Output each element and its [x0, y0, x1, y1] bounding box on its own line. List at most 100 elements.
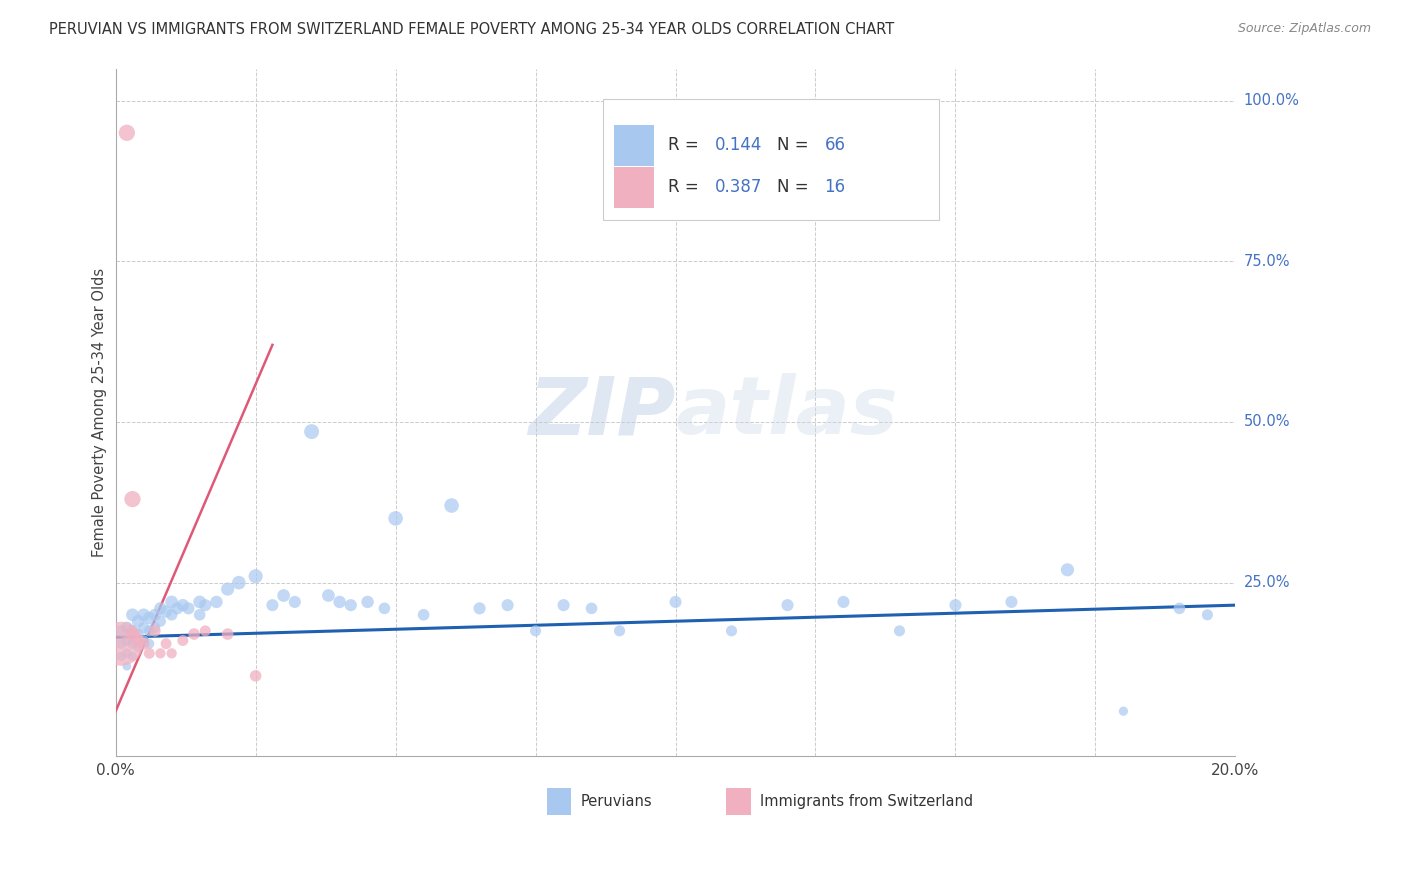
Text: 75.0%: 75.0%	[1244, 254, 1291, 268]
Point	[194, 598, 217, 612]
Point	[177, 601, 200, 615]
Point	[110, 637, 132, 651]
Point	[245, 669, 267, 683]
Text: N =: N =	[778, 136, 814, 154]
Point	[121, 637, 143, 651]
Point	[945, 598, 967, 612]
Point	[245, 569, 267, 583]
Point	[127, 627, 149, 641]
Point	[496, 598, 519, 612]
Point	[115, 633, 138, 648]
Point	[121, 627, 143, 641]
Point	[132, 633, 155, 648]
Point	[160, 607, 183, 622]
Text: 50.0%: 50.0%	[1244, 415, 1291, 429]
Point	[149, 646, 172, 660]
Point	[720, 624, 742, 638]
Point	[127, 633, 149, 648]
Text: Peruvians: Peruvians	[581, 794, 652, 809]
Point	[115, 621, 138, 635]
Point	[356, 595, 378, 609]
Point	[115, 126, 138, 140]
Point	[1168, 601, 1191, 615]
FancyBboxPatch shape	[614, 167, 654, 208]
Point	[284, 595, 307, 609]
Point	[172, 633, 194, 648]
Point	[121, 624, 143, 638]
Point	[1000, 595, 1022, 609]
Text: N =: N =	[778, 178, 814, 196]
Point	[384, 511, 406, 525]
Point	[132, 607, 155, 622]
Point	[776, 598, 799, 612]
Point	[273, 589, 295, 603]
Point	[188, 607, 211, 622]
Text: 0.144: 0.144	[714, 136, 762, 154]
Point	[138, 611, 160, 625]
Point	[121, 607, 143, 622]
Point	[183, 627, 205, 641]
Point	[127, 614, 149, 628]
Point	[262, 598, 284, 612]
Point	[110, 637, 132, 651]
Point	[228, 575, 250, 590]
Point	[138, 624, 160, 638]
Text: R =: R =	[668, 178, 703, 196]
Point	[110, 624, 132, 638]
Point	[553, 598, 575, 612]
Point	[149, 614, 172, 628]
Point	[301, 425, 323, 439]
Point	[115, 659, 138, 673]
Point	[1056, 563, 1078, 577]
Point	[138, 646, 160, 660]
Point	[832, 595, 855, 609]
Point	[143, 621, 166, 635]
Point	[138, 637, 160, 651]
Point	[318, 589, 340, 603]
Point	[115, 646, 138, 660]
Point	[166, 601, 188, 615]
Point	[205, 595, 228, 609]
FancyBboxPatch shape	[614, 125, 654, 166]
Point	[524, 624, 547, 638]
Text: R =: R =	[668, 136, 703, 154]
Point	[143, 624, 166, 638]
Point	[132, 637, 155, 651]
Point	[609, 624, 631, 638]
Point	[217, 582, 239, 596]
Point	[110, 649, 132, 664]
FancyBboxPatch shape	[725, 789, 751, 814]
Text: 100.0%: 100.0%	[1244, 93, 1299, 108]
Text: 25.0%: 25.0%	[1244, 575, 1291, 591]
Point	[155, 637, 177, 651]
Text: PERUVIAN VS IMMIGRANTS FROM SWITZERLAND FEMALE POVERTY AMONG 25-34 YEAR OLDS COR: PERUVIAN VS IMMIGRANTS FROM SWITZERLAND …	[49, 22, 894, 37]
Point	[340, 598, 363, 612]
Point	[127, 640, 149, 654]
Text: 16: 16	[824, 178, 845, 196]
Text: ZIP: ZIP	[529, 374, 675, 451]
Point	[121, 649, 143, 664]
Text: atlas: atlas	[675, 374, 898, 451]
Point	[143, 607, 166, 622]
Point	[581, 601, 603, 615]
Point	[155, 605, 177, 619]
Point	[440, 499, 463, 513]
Point	[468, 601, 491, 615]
FancyBboxPatch shape	[603, 100, 939, 219]
Text: Immigrants from Switzerland: Immigrants from Switzerland	[759, 794, 973, 809]
Point	[329, 595, 352, 609]
Point	[1197, 607, 1219, 622]
Point	[373, 601, 395, 615]
Point	[412, 607, 434, 622]
Y-axis label: Female Poverty Among 25-34 Year Olds: Female Poverty Among 25-34 Year Olds	[93, 268, 107, 557]
Point	[121, 492, 143, 507]
Text: 66: 66	[824, 136, 845, 154]
Point	[132, 621, 155, 635]
Text: 0.387: 0.387	[714, 178, 762, 196]
Point	[1112, 704, 1135, 718]
Point	[172, 598, 194, 612]
Point	[194, 624, 217, 638]
Point	[664, 595, 686, 609]
Point	[217, 627, 239, 641]
Point	[149, 601, 172, 615]
